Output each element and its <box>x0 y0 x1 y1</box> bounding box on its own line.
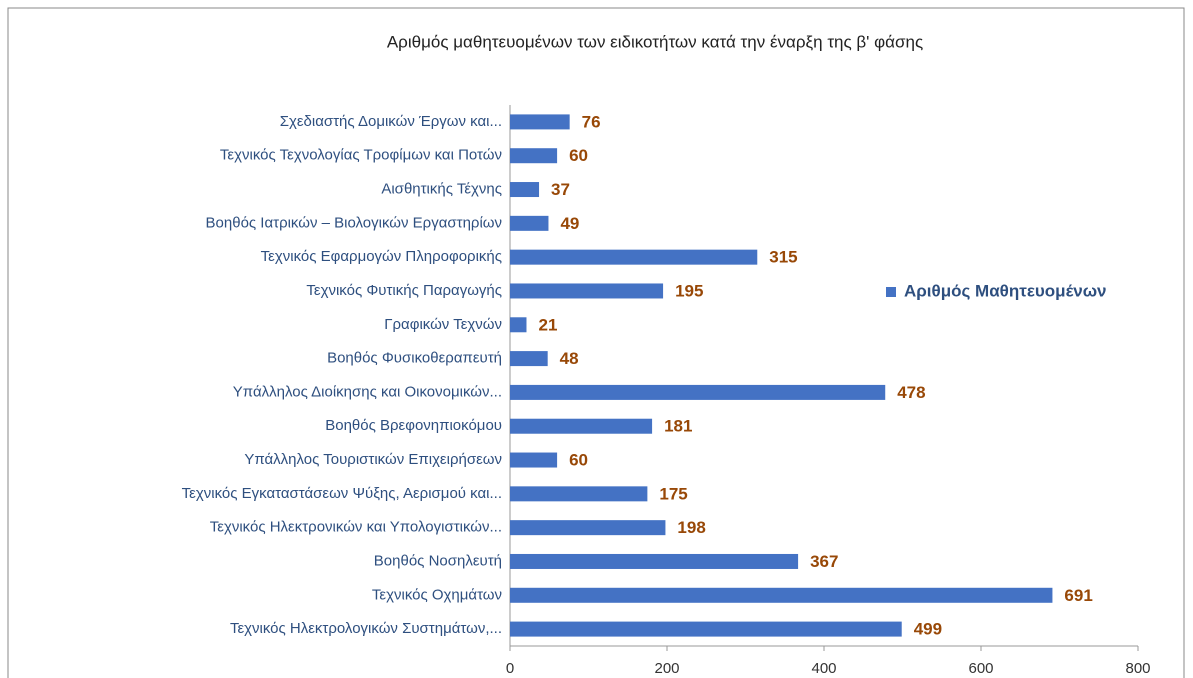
data-label: 181 <box>664 417 692 436</box>
x-tick-label: 0 <box>506 660 514 677</box>
y-tick-label: Σχεδιαστής Δομικών Έργων και... <box>280 113 502 130</box>
bar <box>510 283 664 299</box>
y-tick-label: Τεχνικός Φυτικής Παραγωγής <box>306 282 502 299</box>
legend-label: Αριθμός Μαθητευομένων <box>904 281 1107 300</box>
y-tick-label: Τεχνικός Τεχνολογίας Τροφίμων και Ποτών <box>220 147 502 164</box>
y-tick-label: Βοηθός Φυσικοθεραπευτή <box>327 350 502 367</box>
y-tick-label: Υπάλληλος Διοίκησης και Οικονομικών... <box>233 383 502 400</box>
bar <box>510 317 527 333</box>
data-label: 691 <box>1064 586 1092 605</box>
bar <box>510 215 549 231</box>
bar <box>510 486 648 502</box>
chart-frame <box>7 7 1185 678</box>
y-tick-label: Τεχνικός Εγκαταστάσεων Ψύξης, Αερισμού κ… <box>182 485 502 502</box>
data-label: 60 <box>569 146 588 165</box>
y-tick-label: Τεχνικός Οχημάτων <box>372 586 502 603</box>
x-tick-label: 200 <box>654 660 679 677</box>
y-tick-label: Γραφικών Τεχνών <box>384 316 502 333</box>
bar <box>510 182 540 198</box>
data-label: 195 <box>675 281 703 300</box>
bar <box>510 520 666 536</box>
bar <box>510 114 570 130</box>
data-label: 21 <box>538 315 557 334</box>
bar <box>510 249 758 265</box>
y-tick-label: Υπάλληλος Τουριστικών Επιχειρήσεων <box>244 451 502 468</box>
bar <box>510 621 902 637</box>
y-tick-label: Βοηθός Βρεφονηπιοκόμου <box>325 417 502 434</box>
data-label: 60 <box>569 451 588 470</box>
y-tick-label: Τεχνικός Εφαρμογών Πληροφορικής <box>261 248 502 265</box>
data-label: 48 <box>560 349 579 368</box>
data-label: 315 <box>769 248 797 267</box>
data-label: 198 <box>677 518 705 537</box>
bar <box>510 452 558 468</box>
bar <box>510 351 548 367</box>
y-tick-label: Αισθητικής Τέχνης <box>381 181 502 198</box>
bar <box>510 418 653 434</box>
data-label: 76 <box>582 112 601 131</box>
bar <box>510 384 886 400</box>
chart-title: Αριθμός μαθητευομένων των ειδικοτήτων κα… <box>387 32 923 51</box>
data-label: 367 <box>810 552 838 571</box>
legend-swatch <box>886 287 896 297</box>
y-tick-label: Τεχνικός Ηλεκτρολογικών Συστημάτων,... <box>230 620 502 637</box>
data-label: 175 <box>659 484 687 503</box>
x-tick-label: 400 <box>811 660 836 677</box>
data-label: 478 <box>897 383 925 402</box>
x-tick-label: 600 <box>968 660 993 677</box>
data-label: 49 <box>560 214 579 233</box>
y-tick-label: Βοηθός Νοσηλευτή <box>374 552 502 569</box>
y-tick-label: Βοηθός Ιατρικών – Βιολογικών Εργαστηρίων <box>206 214 502 231</box>
bar <box>510 553 799 569</box>
bar <box>510 148 558 164</box>
x-tick-label: 800 <box>1125 660 1150 677</box>
data-label: 37 <box>551 180 570 199</box>
bar <box>510 587 1053 603</box>
y-tick-label: Τεχνικός Ηλεκτρονικών και Υπολογιστικών.… <box>210 519 502 536</box>
data-label: 499 <box>914 620 942 639</box>
